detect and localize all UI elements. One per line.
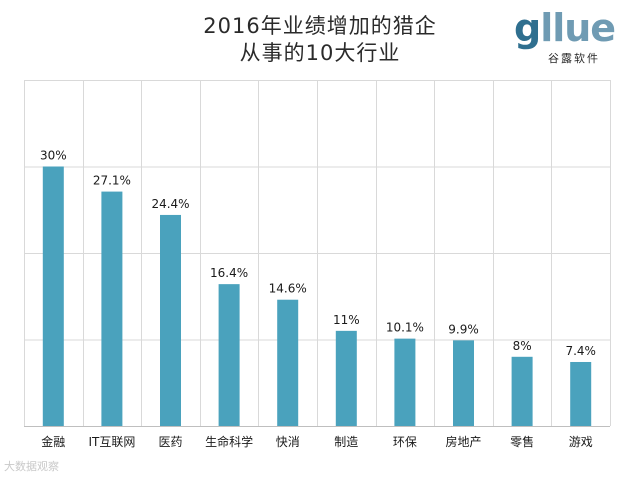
- category-label: 生命科学: [205, 434, 253, 449]
- category-label: 金融: [41, 434, 65, 449]
- data-label: 24.4%: [151, 197, 189, 211]
- logo-wordmark: gllue: [514, 6, 616, 50]
- bar: [335, 330, 357, 426]
- bar: [160, 214, 181, 426]
- category-label: 医药: [158, 435, 182, 449]
- category-label: 房地产: [445, 434, 481, 449]
- bar: [394, 338, 416, 426]
- data-label: 9.9%: [448, 322, 479, 336]
- bar: [453, 340, 474, 426]
- category-label: 快消: [276, 435, 300, 449]
- category-label: 制造: [334, 435, 358, 449]
- data-label: 16.4%: [210, 266, 248, 280]
- gllue-logo: gllue 谷露软件: [514, 6, 624, 66]
- category-label: 游戏: [569, 435, 593, 449]
- chart-title-line-1: 2016年业绩增加的猎企: [203, 14, 437, 38]
- chart-title-line-2: 从事的10大行业: [239, 41, 401, 65]
- data-label: 11%: [333, 313, 360, 327]
- logo-subtitle: 谷露软件: [548, 52, 600, 65]
- bar: [101, 191, 123, 426]
- bar: [218, 284, 240, 426]
- data-label: 30%: [40, 149, 67, 163]
- bar: [277, 299, 299, 426]
- bar: [570, 361, 592, 426]
- data-label: 14.6%: [269, 282, 307, 296]
- watermark: 大数据观察: [4, 460, 59, 473]
- data-label: 10.1%: [386, 321, 424, 335]
- data-label: 7.4%: [565, 344, 596, 358]
- category-label: 环保: [393, 435, 417, 449]
- bar: [511, 356, 533, 426]
- bar: [42, 166, 64, 426]
- data-label: 8%: [513, 339, 532, 353]
- data-label: 27.1%: [93, 174, 131, 188]
- category-label: IT互联网: [88, 435, 135, 449]
- category-label: 零售: [510, 434, 534, 449]
